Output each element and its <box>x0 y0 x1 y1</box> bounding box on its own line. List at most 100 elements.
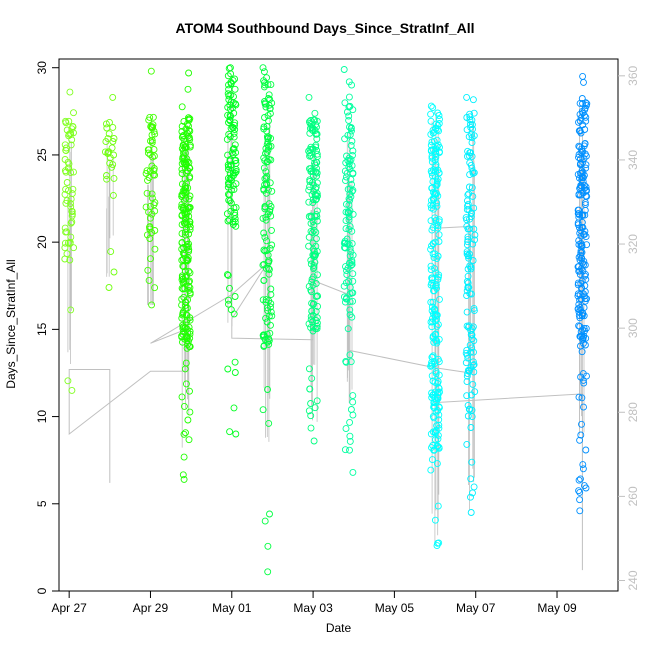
data-point <box>427 110 435 118</box>
data-point <box>346 244 354 252</box>
data-point <box>151 171 159 179</box>
data-point <box>576 256 584 264</box>
data-point <box>224 161 232 169</box>
data-point <box>314 271 321 279</box>
data-point <box>305 186 313 194</box>
data-point <box>312 183 320 191</box>
data-point <box>469 169 477 177</box>
data-point <box>433 202 441 210</box>
data-point <box>582 152 590 160</box>
data-point <box>464 412 472 420</box>
data-point <box>432 408 440 416</box>
y-tick-label: 5 <box>35 500 49 507</box>
data-point <box>577 251 584 259</box>
data-point <box>430 446 438 454</box>
data-point <box>149 124 157 132</box>
data-point <box>432 282 440 290</box>
data-point <box>262 298 270 306</box>
data-point <box>268 226 275 234</box>
y2-tick-label: 320 <box>626 234 640 254</box>
data-point <box>428 172 436 180</box>
data-point <box>343 267 350 275</box>
data-point <box>429 298 437 306</box>
data-point <box>68 386 76 394</box>
data-point <box>434 192 442 200</box>
data-point <box>185 116 193 124</box>
data-point <box>182 298 189 306</box>
data-point <box>144 149 152 157</box>
data-point <box>345 160 353 168</box>
chart-title: ATOM4 Southbound Days_Since_StratInf_All <box>175 20 475 36</box>
data-point <box>178 333 186 341</box>
y2-tick-label: 360 <box>626 65 640 85</box>
data-point <box>70 168 77 176</box>
data-point <box>224 271 232 279</box>
data-point <box>223 210 231 218</box>
data-point <box>143 231 151 239</box>
data-point <box>185 323 193 331</box>
data-point <box>186 387 193 395</box>
data-point <box>185 69 193 77</box>
data-point <box>427 117 435 125</box>
data-point <box>309 229 316 236</box>
data-point <box>466 121 474 128</box>
data-point <box>431 378 439 386</box>
data-point <box>150 146 158 153</box>
data-point <box>179 275 187 283</box>
data-point <box>469 96 477 104</box>
data-point <box>346 196 354 204</box>
data-point <box>346 351 354 359</box>
data-point <box>576 155 584 163</box>
data-point <box>579 376 587 384</box>
data-point <box>435 416 443 424</box>
data-points-layer <box>61 64 591 576</box>
data-point <box>144 266 152 274</box>
data-point <box>313 397 321 405</box>
y2-tick-label: 340 <box>626 150 640 170</box>
data-point <box>311 404 319 412</box>
data-point <box>463 93 471 101</box>
data-point <box>310 437 318 445</box>
data-point <box>109 123 117 131</box>
data-point <box>308 299 316 307</box>
data-point <box>263 318 271 326</box>
data-point <box>575 476 583 484</box>
data-point <box>467 213 475 221</box>
data-point <box>306 152 314 160</box>
data-point <box>427 266 435 274</box>
data-point <box>575 487 583 495</box>
data-point <box>226 428 234 436</box>
data-point <box>576 496 584 504</box>
data-point <box>470 304 478 312</box>
data-point <box>345 209 353 216</box>
data-point <box>577 184 584 191</box>
data-point <box>467 475 475 483</box>
data-point <box>261 233 269 241</box>
data-point <box>581 201 589 209</box>
data-point <box>427 318 435 326</box>
data-point <box>180 149 187 157</box>
data-point <box>227 70 235 78</box>
data-point <box>182 194 190 202</box>
data-point <box>583 100 591 108</box>
data-point <box>580 403 587 411</box>
data-point <box>232 204 240 212</box>
data-point <box>349 392 357 400</box>
data-point <box>463 378 471 386</box>
data-point <box>465 183 473 191</box>
data-point <box>577 247 585 255</box>
data-point <box>266 510 273 518</box>
data-point <box>466 171 474 179</box>
data-point <box>184 85 192 93</box>
data-point <box>264 338 272 346</box>
data-point <box>434 122 442 130</box>
data-point <box>349 398 357 406</box>
data-point <box>230 109 238 117</box>
data-point <box>435 403 443 411</box>
data-point <box>146 223 153 231</box>
data-point <box>186 330 194 338</box>
data-point <box>186 203 194 211</box>
data-point <box>148 123 156 131</box>
data-point <box>349 297 357 305</box>
data-point <box>224 365 232 373</box>
